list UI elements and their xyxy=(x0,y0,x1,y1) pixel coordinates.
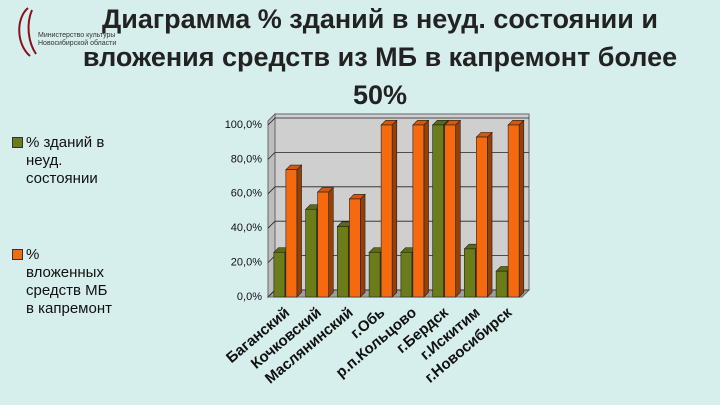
bar xyxy=(380,119,398,298)
logo xyxy=(18,7,37,57)
bar-front xyxy=(464,248,476,298)
bar xyxy=(412,119,430,298)
y-tick-label: 80,0% xyxy=(231,153,262,165)
bar-front xyxy=(305,208,317,298)
legend-swatch xyxy=(12,249,23,260)
bar-side xyxy=(296,164,302,298)
bar xyxy=(348,193,366,298)
bar-front xyxy=(285,169,298,298)
y-tick-label: 100,0% xyxy=(225,119,263,131)
bar-front xyxy=(412,124,425,298)
bar-side xyxy=(423,119,429,298)
bar-side xyxy=(487,131,493,298)
bar xyxy=(475,131,493,298)
bar-front xyxy=(380,124,393,298)
legend-label: % вложенных средств МБ в капремонт xyxy=(26,246,112,317)
bar-side xyxy=(391,119,398,298)
grid-line xyxy=(267,117,529,126)
y-tick-label: 20,0% xyxy=(231,257,262,269)
bar-front xyxy=(273,251,286,298)
logo-text: Министерство культуры Новосибирской обла… xyxy=(38,32,117,47)
bar-front xyxy=(337,226,349,298)
bar-side xyxy=(518,119,525,298)
bar-front xyxy=(507,124,520,298)
bar-side xyxy=(455,119,461,298)
bar xyxy=(507,119,525,298)
legend-swatch xyxy=(12,137,23,148)
bar-front xyxy=(476,136,488,298)
y-tick-label: 0,0% xyxy=(237,291,262,303)
bar-front xyxy=(368,251,381,298)
bar-front xyxy=(432,124,444,298)
y-tick-label: 60,0% xyxy=(231,188,262,200)
bar xyxy=(285,164,303,298)
chart-title: Диаграмма % зданий в неуд. состоянии и в… xyxy=(82,4,678,110)
bar xyxy=(443,119,462,298)
bar-side xyxy=(360,193,366,298)
bar-front xyxy=(444,124,456,298)
y-tick-label: 40,0% xyxy=(231,222,262,234)
bar-front xyxy=(349,198,361,298)
bar-front xyxy=(400,251,413,298)
bar-front xyxy=(495,270,508,298)
bar-side xyxy=(328,186,334,298)
legend-label: % зданий в неуд. состоянии xyxy=(26,134,105,187)
bar-front xyxy=(317,191,329,298)
bar xyxy=(316,186,335,298)
